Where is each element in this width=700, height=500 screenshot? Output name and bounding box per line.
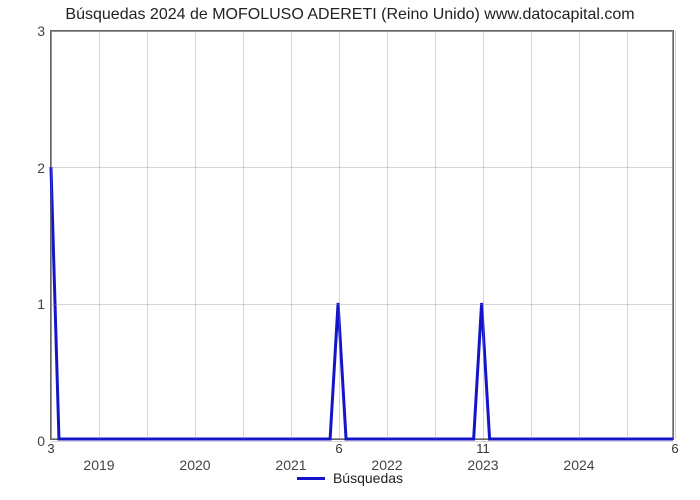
grid-line-v [387, 31, 388, 439]
grid-line-v [147, 31, 148, 439]
y-tick-label: 0 [37, 433, 45, 449]
grid-line-v [435, 31, 436, 439]
legend-swatch [297, 477, 325, 480]
data-marker-label: 6 [335, 441, 342, 456]
data-marker-label: 11 [476, 441, 490, 456]
legend-label: Búsquedas [333, 470, 403, 486]
data-marker-label: 6 [671, 441, 678, 456]
grid-line-v [531, 31, 532, 439]
grid-line-v [579, 31, 580, 439]
grid-line-v [51, 31, 52, 439]
chart-plot-area: 012320192020202120222023202436116 [50, 30, 674, 440]
grid-line-h [51, 441, 673, 442]
chart-title: Búsquedas 2024 de MOFOLUSO ADERETI (Rein… [0, 6, 700, 24]
line-series [51, 31, 673, 439]
y-tick-label: 2 [37, 160, 45, 176]
grid-line-h [51, 31, 673, 32]
grid-line-v [291, 31, 292, 439]
x-tick-label: 2020 [179, 457, 210, 473]
grid-line-v [675, 31, 676, 439]
grid-line-h [51, 304, 673, 305]
grid-line-v [99, 31, 100, 439]
y-tick-label: 3 [37, 23, 45, 39]
data-marker-label: 3 [47, 441, 54, 456]
legend: Búsquedas [297, 470, 403, 486]
grid-line-h [51, 167, 673, 168]
y-tick-label: 1 [37, 296, 45, 312]
x-tick-label: 2024 [563, 457, 594, 473]
grid-line-v [195, 31, 196, 439]
x-tick-label: 2023 [467, 457, 498, 473]
grid-line-v [483, 31, 484, 439]
grid-line-v [627, 31, 628, 439]
x-tick-label: 2019 [83, 457, 114, 473]
grid-line-v [243, 31, 244, 439]
grid-line-v [339, 31, 340, 439]
